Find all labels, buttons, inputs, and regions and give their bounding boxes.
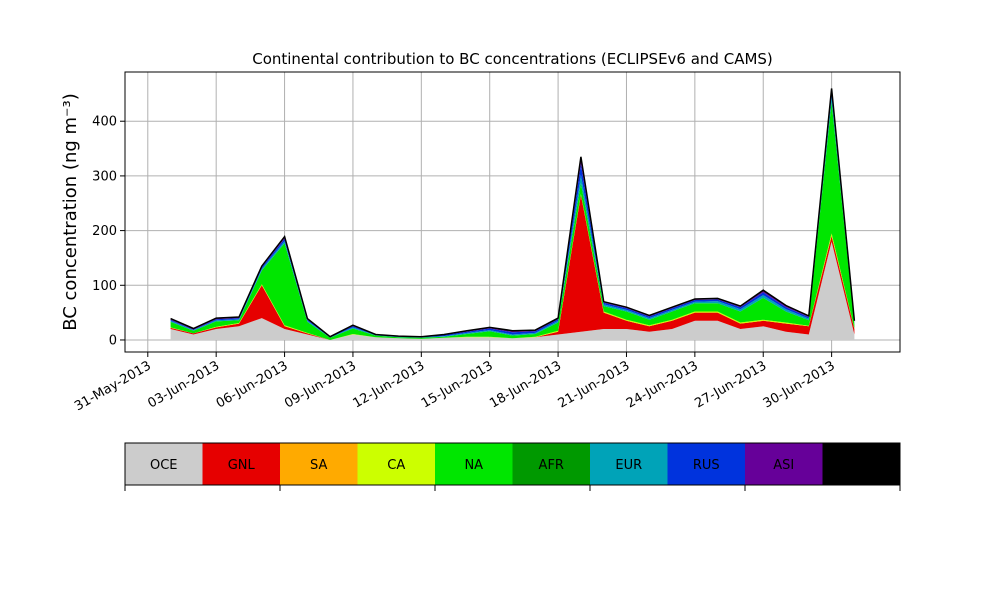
legend-swatch-ca (357, 443, 435, 485)
legend: OCE GNL SA CA NA AFR EUR RUS ASI AUS (124, 442, 901, 491)
legend-label: RUS (693, 458, 720, 473)
legend-swatch-oce (125, 443, 203, 485)
x-tick-label: 12-Jun-2013 (351, 358, 428, 411)
y-tick-label: 200 (92, 224, 117, 239)
y-tick-label: 400 (92, 115, 117, 130)
legend-swatch-rus (667, 443, 745, 485)
legend-swatch-afr (512, 443, 590, 485)
legend-swatch-na (435, 443, 513, 485)
legend-label: ASI (773, 458, 794, 473)
legend-label: CA (387, 458, 405, 473)
x-tick-label: 21-Jun-2013 (556, 358, 633, 411)
legend-swatch-eur (590, 443, 668, 485)
legend-label: NA (464, 458, 483, 473)
legend-swatch-aus (822, 443, 900, 485)
legend-swatch-sa (280, 443, 358, 485)
legend-swatch-gnl (202, 443, 280, 485)
legend-swatch-asi (745, 443, 823, 485)
legend-label: GNL (228, 458, 256, 473)
x-tick-label: 09-Jun-2013 (282, 358, 359, 411)
legend-label: AUS (848, 458, 875, 473)
area-na (170, 102, 855, 340)
x-tick-label: 24-Jun-2013 (624, 358, 701, 411)
x-tick-label: 30-Jun-2013 (761, 358, 838, 411)
legend-label: OCE (150, 458, 178, 473)
x-tick-label: 18-Jun-2013 (487, 358, 564, 411)
area-oce (170, 241, 855, 340)
legend-label: EUR (615, 458, 642, 473)
x-tick-label: 27-Jun-2013 (692, 358, 769, 411)
plot-area: 0 100 200 300 400 31-May-201303-Jun-201306-Ju… (72, 71, 901, 414)
y-tick-label: 100 (92, 279, 117, 294)
y-tick-label: 300 (92, 169, 117, 184)
x-tick-label: 03-Jun-2013 (145, 358, 222, 411)
plot-frame (124, 71, 901, 353)
legend-frame (124, 442, 901, 486)
area-gnl (170, 195, 855, 340)
y-tick-label: 0 (109, 333, 117, 348)
y-axis-label: BC concentration (ng m⁻³) (60, 93, 81, 331)
x-tick-label: 31-May-2013 (72, 358, 154, 414)
x-tick-label: 15-Jun-2013 (419, 358, 496, 411)
total-outline (170, 88, 856, 338)
x-tick-label: 06-Jun-2013 (214, 358, 291, 411)
legend-label: AFR (539, 458, 564, 473)
chart-title: Continental contribution to BC concentra… (252, 50, 773, 68)
legend-label: SA (310, 458, 327, 473)
